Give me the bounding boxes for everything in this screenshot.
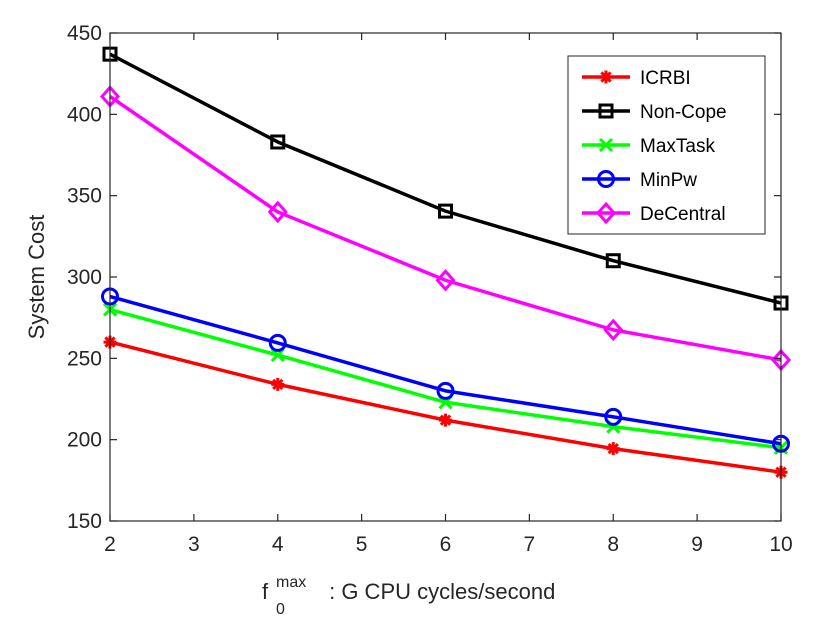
legend-item-decentral: DeCentral xyxy=(582,201,726,225)
x-axis-label-base: f xyxy=(262,579,269,604)
y-tick-label: 200 xyxy=(67,429,102,452)
y-tick-label: 150 xyxy=(67,510,102,533)
legend-label: Non-Cope xyxy=(640,102,727,123)
y-tick-label: 300 xyxy=(67,266,102,289)
axis-layer: 2 3 4 5 6 7 8 9 10 150 200 250 300 350 400 450 xyxy=(67,22,793,556)
legend-marker-non-cope xyxy=(598,103,614,119)
data-point-non-cope-6 xyxy=(438,203,453,219)
legend: ICRBI Non-Cope MaxTask MinPw DeCentral xyxy=(567,55,766,235)
data-point-non-cope-4 xyxy=(270,134,286,150)
legend-marker-decentral xyxy=(595,201,617,225)
data-point-minpw-6 xyxy=(436,381,455,400)
data-point-icrbi-6 xyxy=(439,413,452,427)
legend-label: MaxTask xyxy=(640,136,715,157)
data-point-maxtask-4 xyxy=(270,348,285,363)
x-axis-label-text: : G CPU cycles/second xyxy=(323,579,555,604)
data-point-decentral-6 xyxy=(435,268,456,292)
series-line-decentral xyxy=(109,94,782,362)
x-tick-label: 2 xyxy=(104,533,116,556)
series-line-minpw xyxy=(109,294,782,446)
x-tick-label: 10 xyxy=(769,533,792,556)
legend-marker-minpw xyxy=(597,170,615,188)
data-point-minpw-8 xyxy=(604,407,623,426)
series-decentral xyxy=(99,85,792,372)
legend-item-non-cope: Non-Cope xyxy=(582,102,727,123)
x-tick-label: 4 xyxy=(272,533,284,556)
x-axis-label-subscript: 0 xyxy=(276,601,285,618)
data-point-decentral-8 xyxy=(603,318,624,342)
legend-item-maxtask: MaxTask xyxy=(582,136,715,157)
legend-item-minpw: MinPw xyxy=(582,170,697,191)
series-line-non-cope xyxy=(109,52,782,305)
legend-marker-maxtask xyxy=(598,137,614,153)
y-tick-label: 250 xyxy=(67,347,102,370)
y-axis-label: System Cost xyxy=(24,215,49,340)
data-point-decentral-4 xyxy=(267,200,288,224)
x-axis-label-superscript: max xyxy=(276,574,306,591)
legend-marker-icrbi xyxy=(599,70,613,84)
legend-label: DeCentral xyxy=(640,204,726,225)
data-point-icrbi-4 xyxy=(271,377,285,391)
x-tick-label: 8 xyxy=(607,533,619,556)
y-tick-label: 400 xyxy=(67,103,102,126)
data-point-minpw-4 xyxy=(268,333,287,352)
y-tick-label: 350 xyxy=(67,185,102,208)
x-tick-label: 5 xyxy=(356,533,368,556)
data-point-non-cope-8 xyxy=(605,253,621,269)
legend-item-icrbi: ICRBI xyxy=(582,68,691,89)
x-tick-label: 3 xyxy=(188,533,200,556)
x-tick-label: 9 xyxy=(691,533,703,556)
x-tick-label: 7 xyxy=(524,533,536,556)
legend-label: ICRBI xyxy=(640,68,691,89)
x-tick-label: 6 xyxy=(440,533,452,556)
data-point-icrbi-8 xyxy=(606,442,620,456)
x-axis-label: f max 0 : G CPU cycles/second xyxy=(262,574,555,618)
y-tick-label: 450 xyxy=(67,22,102,45)
legend-label: MinPw xyxy=(640,170,697,191)
